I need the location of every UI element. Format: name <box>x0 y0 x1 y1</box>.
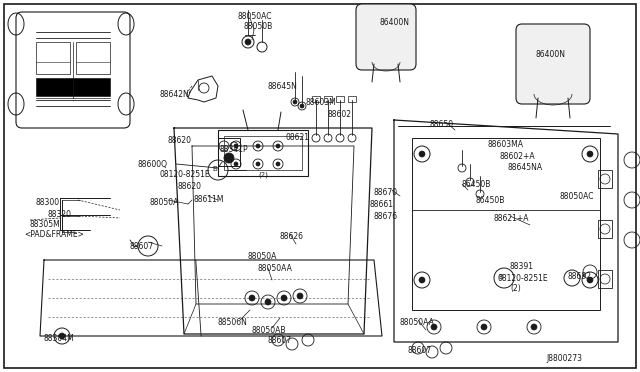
Text: 88607: 88607 <box>408 346 432 355</box>
Text: 88050B: 88050B <box>244 22 273 31</box>
Circle shape <box>587 151 593 157</box>
Circle shape <box>234 144 238 148</box>
Text: 88611M: 88611M <box>193 195 223 204</box>
Bar <box>412 138 600 310</box>
Circle shape <box>431 324 437 330</box>
Circle shape <box>293 100 297 104</box>
Text: 88607: 88607 <box>130 242 154 251</box>
Text: 88050AA: 88050AA <box>258 264 293 273</box>
Text: B: B <box>498 274 503 280</box>
Text: 88607: 88607 <box>268 336 292 345</box>
Circle shape <box>531 324 537 330</box>
Bar <box>218 138 240 166</box>
Text: 88300: 88300 <box>36 198 60 207</box>
Text: 88602: 88602 <box>328 110 352 119</box>
FancyBboxPatch shape <box>516 24 590 104</box>
Circle shape <box>481 324 487 330</box>
Bar <box>598 220 612 238</box>
Text: 86450B: 86450B <box>476 196 506 205</box>
Circle shape <box>249 295 255 301</box>
Text: 88670: 88670 <box>373 188 397 197</box>
Text: 88050AB: 88050AB <box>252 326 287 335</box>
Bar <box>348 96 356 102</box>
Circle shape <box>265 299 271 305</box>
Text: 88642N: 88642N <box>160 90 189 99</box>
Circle shape <box>224 153 234 163</box>
Text: 88603M: 88603M <box>306 98 337 107</box>
Circle shape <box>256 162 260 166</box>
Circle shape <box>276 162 280 166</box>
Circle shape <box>59 333 65 339</box>
Text: 08621: 08621 <box>286 133 310 142</box>
Circle shape <box>281 295 287 301</box>
Text: 88621+A: 88621+A <box>494 214 529 223</box>
Text: 88050AC: 88050AC <box>560 192 595 201</box>
Text: 88050AC: 88050AC <box>237 12 271 21</box>
Bar <box>312 96 320 102</box>
Circle shape <box>276 144 280 148</box>
Text: B: B <box>212 166 217 172</box>
Circle shape <box>419 151 425 157</box>
Text: 88603MA: 88603MA <box>488 140 524 149</box>
Circle shape <box>234 162 238 166</box>
Text: 88320: 88320 <box>48 210 72 219</box>
Text: 88626: 88626 <box>280 232 304 241</box>
Text: 88050A: 88050A <box>248 252 277 261</box>
Text: (2): (2) <box>510 284 521 293</box>
Text: 08120-8251E: 08120-8251E <box>160 170 211 179</box>
Text: 86450B: 86450B <box>462 180 492 189</box>
Text: 86400N: 86400N <box>380 18 410 27</box>
Text: 88692: 88692 <box>567 272 591 281</box>
Text: 88650: 88650 <box>430 120 454 129</box>
Text: J8800273: J8800273 <box>546 354 582 363</box>
Circle shape <box>300 104 304 108</box>
Bar <box>36 78 110 96</box>
Text: 86400N: 86400N <box>535 50 565 59</box>
Text: 88304M: 88304M <box>44 334 75 343</box>
Circle shape <box>245 39 251 45</box>
Text: 88506N: 88506N <box>218 318 248 327</box>
Text: 88620: 88620 <box>178 182 202 191</box>
Text: 88620: 88620 <box>168 136 192 145</box>
Text: 88050AA: 88050AA <box>400 318 435 327</box>
Text: (2): (2) <box>258 172 268 179</box>
Text: 88050A: 88050A <box>150 198 179 207</box>
Bar <box>324 96 332 102</box>
Text: 08120-8251E: 08120-8251E <box>498 274 548 283</box>
Bar <box>76 42 110 74</box>
Text: 88600Q: 88600Q <box>138 160 168 169</box>
Circle shape <box>587 277 593 283</box>
Text: 88676: 88676 <box>374 212 398 221</box>
Text: 88391: 88391 <box>510 262 534 271</box>
Text: 88602+A: 88602+A <box>499 152 534 161</box>
Bar <box>598 170 612 188</box>
Text: 88305M: 88305M <box>30 220 61 229</box>
Circle shape <box>419 277 425 283</box>
Bar <box>218 130 308 176</box>
Circle shape <box>256 144 260 148</box>
Circle shape <box>297 293 303 299</box>
Bar <box>336 96 344 102</box>
Text: <PAD&FRAME>: <PAD&FRAME> <box>24 230 84 239</box>
Text: 88645NA: 88645NA <box>507 163 542 172</box>
Bar <box>224 136 302 170</box>
Text: 88645N: 88645N <box>268 82 298 91</box>
Bar <box>36 42 70 74</box>
FancyBboxPatch shape <box>356 4 416 70</box>
Text: 88661: 88661 <box>370 200 394 209</box>
Bar <box>598 270 612 288</box>
Text: 88341P: 88341P <box>220 145 248 154</box>
